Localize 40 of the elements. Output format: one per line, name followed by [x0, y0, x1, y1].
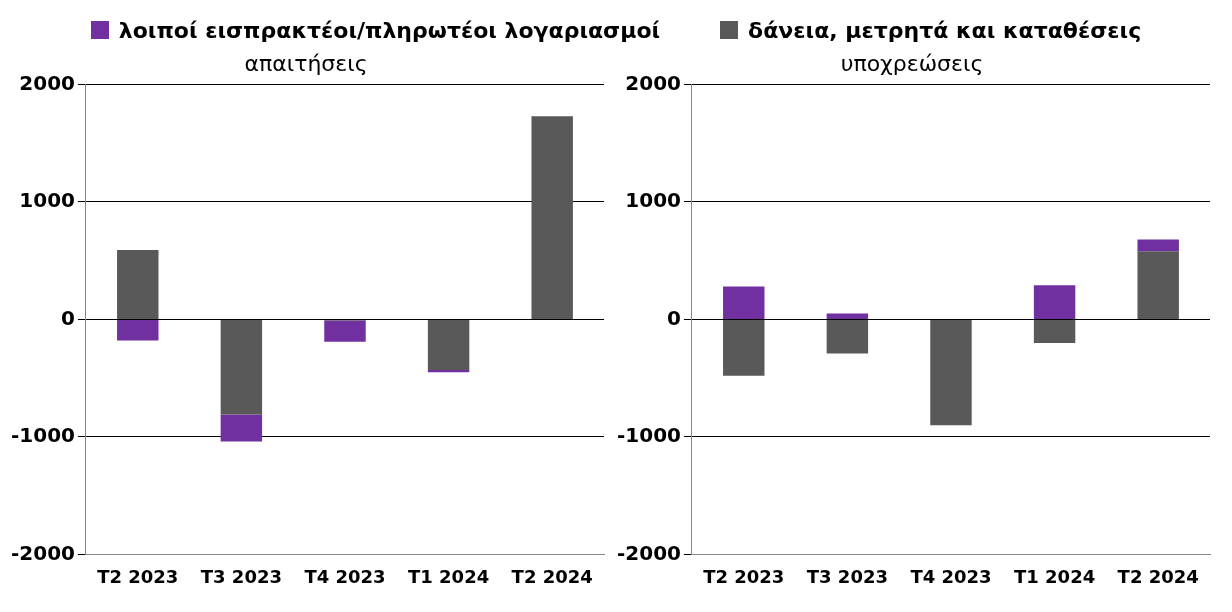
bar	[826, 313, 869, 319]
legend-label: δάνεια, μετρητά και καταθέσεις	[748, 17, 1142, 43]
chart-title: απαιτήσεις	[244, 50, 368, 76]
x-tick-label: T2 2023	[703, 565, 785, 587]
bar	[1137, 239, 1179, 252]
y-tick-label: 2000	[625, 70, 681, 95]
chart-title: υποχρεώσεις	[840, 50, 984, 76]
y-tick-label: 1000	[19, 188, 75, 213]
bar	[723, 319, 765, 376]
bar	[1033, 319, 1076, 343]
bar	[220, 414, 263, 442]
bar	[324, 320, 366, 342]
y-tick-label: -2000	[617, 540, 681, 565]
y-tick-label: -1000	[617, 423, 681, 448]
bar	[1033, 285, 1076, 319]
y-tick-label: 1000	[625, 188, 681, 213]
bar	[427, 319, 470, 370]
x-tick-label: T1 2024	[408, 565, 490, 587]
bar	[723, 286, 765, 319]
x-tick-label: T2 2024	[1117, 565, 1199, 587]
bar	[220, 319, 263, 415]
x-tick-label: T1 2024	[1014, 565, 1096, 587]
y-tick-label: 2000	[19, 70, 75, 95]
legend-label: λοιποί εισπρακτέοι/πληρωτέοι λογαριασμοί	[118, 17, 661, 43]
bar	[930, 319, 972, 426]
x-tick-label: T4 2023	[910, 565, 992, 587]
bar	[117, 319, 159, 341]
bar	[826, 319, 869, 354]
x-tick-label: T2 2023	[97, 565, 179, 587]
bar	[1137, 251, 1179, 319]
x-tick-label: T4 2023	[304, 565, 386, 587]
x-tick-label: T2 2024	[511, 565, 593, 587]
bar	[117, 250, 159, 319]
x-tick-label: T3 2023	[200, 565, 282, 587]
bar	[531, 116, 573, 319]
x-tick-label: T3 2023	[806, 565, 888, 587]
y-tick-label: -1000	[11, 423, 75, 448]
y-tick-label: -2000	[11, 540, 75, 565]
y-tick-label: 0	[667, 305, 681, 330]
y-tick-label: 0	[61, 305, 75, 330]
